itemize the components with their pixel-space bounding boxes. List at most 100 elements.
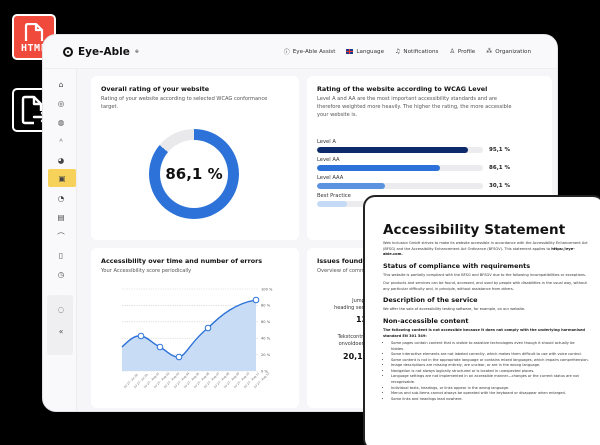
palette-icon: ◕ bbox=[57, 155, 65, 165]
sidebar-item-report[interactable]: ▣ bbox=[48, 169, 76, 187]
bar-label: Best Practice bbox=[317, 193, 351, 199]
svg-text:60 %: 60 % bbox=[261, 320, 271, 324]
sidebar-item-documents[interactable]: ▤ bbox=[51, 209, 71, 225]
sidebar-item-statistics[interactable]: ◔ bbox=[51, 190, 71, 206]
notifications-button[interactable]: ♫ Notifications bbox=[395, 47, 438, 56]
sidebar-item-home[interactable]: ⌂ bbox=[51, 76, 71, 92]
level-aa-row: Level AA 86,1 % bbox=[317, 157, 542, 171]
level-aaa-row: Level AAA 30,1 % bbox=[317, 175, 542, 189]
sidebar-item-history[interactable]: ◷ bbox=[51, 266, 71, 282]
eye-able-logo-icon bbox=[63, 46, 73, 57]
accessibility-over-time-card: Accessibility over time and number of er… bbox=[91, 248, 299, 408]
globe-icon: ◍ bbox=[57, 117, 65, 127]
sidebar-collapse-button[interactable]: « bbox=[51, 323, 71, 339]
heading-status: Status of compliance with requirements bbox=[383, 261, 531, 270]
statement-link[interactable]: https://eye-able.com. bbox=[383, 246, 575, 257]
organization-button[interactable]: ⁂ Organization bbox=[486, 47, 531, 56]
nav-label: Language bbox=[356, 48, 385, 55]
uk-flag-icon bbox=[346, 49, 354, 54]
non-accessible-intro: The following content is not accessible … bbox=[383, 327, 585, 338]
profile-button[interactable]: ♙ Profile bbox=[449, 47, 475, 56]
logo[interactable]: Eye-Able ® bbox=[63, 46, 139, 58]
level-a-bar bbox=[317, 147, 469, 153]
best-practice-bar bbox=[317, 201, 347, 207]
issues-subtitle: Overview of comm bbox=[317, 268, 365, 274]
bar-value: 95,1 % bbox=[489, 147, 510, 153]
user-icon: ♙ bbox=[449, 48, 455, 55]
bar-label: Level AAA bbox=[317, 175, 344, 181]
sidebar-item-palette[interactable]: ◕ bbox=[51, 152, 71, 168]
bar-value: 30,1 % bbox=[489, 183, 510, 189]
nav-label: Organization bbox=[495, 48, 531, 55]
level-aaa-bar bbox=[317, 183, 386, 189]
document-icon: ▤ bbox=[57, 212, 65, 222]
issues-title: Issues found bbox=[317, 257, 363, 265]
list-item: Navigation is not always logically struc… bbox=[391, 369, 589, 375]
level-a-row: Level A 95,1 % bbox=[317, 139, 542, 153]
list-item: Some links and headings lead nowhere. bbox=[391, 397, 589, 403]
organization-icon: ⁂ bbox=[486, 48, 493, 55]
over-time-title: Accessibility over time and number of er… bbox=[101, 257, 263, 265]
svg-text:40 %: 40 % bbox=[261, 337, 271, 341]
html-label: HTML bbox=[20, 43, 48, 54]
non-accessible-list: Some pages contain content that is visib… bbox=[383, 341, 589, 402]
sidebar-bottom-group bbox=[47, 295, 73, 355]
list-item: Some content is not in the appropriate l… bbox=[391, 358, 589, 364]
issue-label: Jump in heading seque bbox=[334, 298, 371, 311]
list-item: Some interactive elements are not labele… bbox=[391, 352, 589, 358]
language-button[interactable]: Language bbox=[346, 47, 384, 56]
over-time-subtitle: Your Accessibility score periodically bbox=[101, 268, 192, 274]
sidebar-item-support[interactable]: ◌ bbox=[51, 301, 71, 317]
sidebar-item-globe[interactable]: ◍ bbox=[51, 114, 71, 130]
svg-text:20 %: 20 % bbox=[261, 353, 271, 357]
svg-text:0 %: 0 % bbox=[261, 369, 268, 373]
clock-icon: ◷ bbox=[57, 269, 65, 279]
top-nav: ⓘ Eye-Able Assist Language ♫ Notificatio… bbox=[284, 47, 531, 56]
pie-chart-icon: ◔ bbox=[57, 193, 65, 203]
issue-value: 20,1 % bbox=[343, 352, 374, 361]
info-circle-icon: ⓘ bbox=[283, 49, 290, 56]
chat-icon: ◌ bbox=[57, 304, 65, 314]
status-paragraph-2: Our products and services can be found, … bbox=[383, 281, 587, 291]
sidebar-item-files[interactable]: ▯ bbox=[51, 247, 71, 263]
list-item: Menus and sub-items cannot always be ope… bbox=[391, 391, 589, 397]
overall-rating-title: Overall rating of your website bbox=[101, 85, 210, 93]
registered-mark: ® bbox=[134, 49, 139, 54]
wcag-level-title: Rating of the website according to WCAG … bbox=[317, 85, 488, 93]
statement-title: Accessibility Statement bbox=[383, 222, 566, 238]
eye-able-assist-button[interactable]: ⓘ Eye-Able Assist bbox=[283, 47, 336, 57]
sidebar-item-trends[interactable]: ⌒ bbox=[51, 228, 71, 244]
sidebar-item-translate[interactable]: ᴬ bbox=[51, 133, 71, 149]
overall-rating-description: Rating of your website according to sele… bbox=[101, 96, 268, 110]
heading-non-accessible: Non-accessible content bbox=[383, 316, 469, 325]
collapse-icon: « bbox=[58, 326, 64, 336]
accessibility-statement-document: Accessibility Statement Web Inclusion Gm… bbox=[365, 197, 600, 445]
top-bar: Eye-Able ® ⓘ Eye-Able Assist Language ♫ … bbox=[43, 35, 557, 69]
trend-icon: ⌒ bbox=[57, 231, 65, 241]
issue-label: Tekstcontrast onvoldoende bbox=[337, 334, 371, 347]
report-icon: ▣ bbox=[58, 173, 66, 183]
bar-label: Level A bbox=[317, 139, 336, 145]
file-icon: ▯ bbox=[58, 250, 64, 260]
sidebar: ⌂ ◎ ◍ ᴬ ◕ ▣ ◔ ▤ ⌒ ▯ ◷ ◌ « bbox=[43, 69, 77, 411]
list-item: Language settings are not implemented in… bbox=[391, 374, 589, 385]
status-paragraph-1: This website is partially compliant with… bbox=[383, 272, 587, 277]
svg-text:80 %: 80 % bbox=[261, 304, 271, 308]
accessibility-icon: ◎ bbox=[57, 98, 65, 108]
overall-rating-value: 86,1 % bbox=[165, 165, 223, 183]
translate-icon: ᴬ bbox=[59, 136, 63, 146]
level-aa-bar bbox=[317, 165, 440, 171]
bar-value: 86,1 % bbox=[489, 165, 510, 171]
nav-label: Eye-Able Assist bbox=[292, 48, 336, 55]
file-icon bbox=[24, 23, 44, 41]
description-paragraph: We offer the sale of accessibility testi… bbox=[383, 307, 526, 312]
sidebar-item-accessibility[interactable]: ◎ bbox=[51, 95, 71, 111]
list-item: Individual texts, headings, or links app… bbox=[391, 386, 589, 392]
nav-label: Profile bbox=[457, 48, 476, 55]
svg-text:100 %: 100 % bbox=[261, 287, 273, 291]
bell-icon: ♫ bbox=[395, 48, 401, 55]
nav-label: Notifications bbox=[403, 48, 439, 55]
logo-text: Eye-Able bbox=[78, 45, 130, 58]
wcag-level-description: Level A and AA are the most important ac… bbox=[317, 96, 512, 118]
overall-rating-donut: 86,1 % bbox=[149, 129, 239, 219]
